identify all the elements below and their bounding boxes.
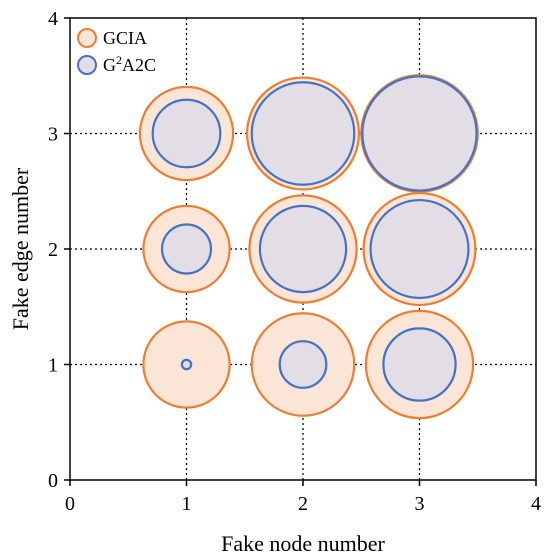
legend-marker-g2a2c — [77, 55, 97, 75]
y-tick-label: 1 — [48, 355, 58, 377]
legend-marker-gcia — [77, 28, 97, 48]
bubble-layer — [138, 74, 479, 420]
y-tick-label: 4 — [48, 8, 58, 30]
bubble-g2a2c-1-3 — [151, 98, 222, 169]
legend-label-gcia: GCIA — [103, 28, 147, 48]
y-tick-label: 2 — [48, 239, 58, 261]
x-tick-label: 4 — [531, 493, 541, 515]
bubble-g2a2c-2-2 — [258, 204, 348, 294]
bubble-g2a2c-3-2 — [369, 198, 470, 300]
bubble-g2a2c-1-2 — [160, 223, 213, 275]
bubble-g2a2c-2-1 — [278, 340, 328, 389]
bubble-g2a2c-3-3 — [361, 75, 478, 192]
legend: GCIA G2A2C — [77, 28, 156, 75]
x-tick-label: 1 — [182, 493, 192, 515]
axis-ticks — [64, 17, 537, 486]
y-tick-label: 0 — [48, 470, 58, 492]
x-tick-label: 3 — [415, 493, 425, 515]
x-tick-label: 0 — [65, 493, 75, 515]
bubble-g2a2c-1-1 — [180, 358, 193, 371]
tick-labels: 0 1 2 3 4 0 1 2 3 4 — [48, 8, 541, 515]
x-tick-label: 2 — [298, 493, 308, 515]
x-axis-title: Fake node number — [221, 531, 385, 556]
y-tick-label: 3 — [48, 124, 58, 146]
bubble-g2a2c-2-3 — [250, 81, 356, 186]
y-axis-title: Fake edge number — [8, 167, 33, 330]
bubble-g2a2c-3-1 — [382, 327, 457, 402]
legend-label-g2a2c: G2A2C — [103, 53, 156, 75]
